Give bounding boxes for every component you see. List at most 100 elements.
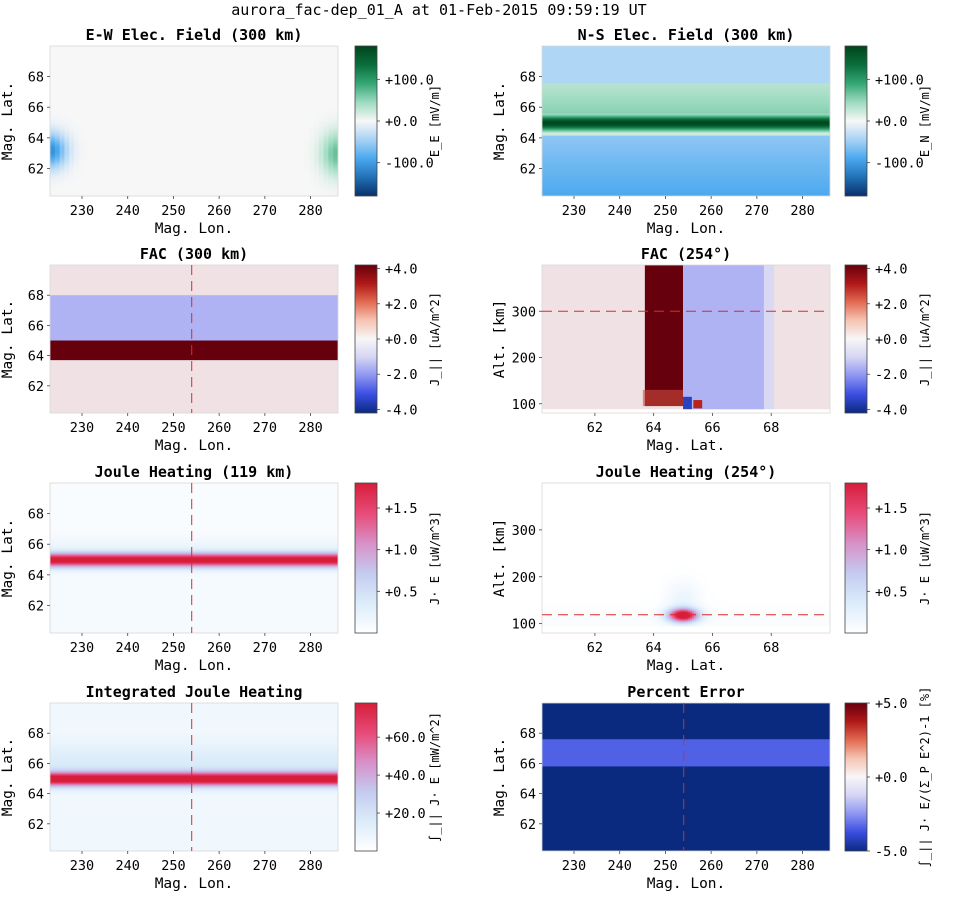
heatmap-cell [222,129,229,131]
heatmap-cell [170,136,176,138]
heatmap-cell [102,140,109,142]
heatmap-cell [88,184,94,186]
heatmap-cell [270,125,277,127]
heatmap-cell [146,151,152,153]
heatmap-cell [69,116,75,118]
heatmap-cell [270,133,277,135]
heatmap-cell [318,114,325,116]
heatmap-cell [246,152,253,154]
heatmap-cell [146,160,152,162]
heatmap-cell [333,192,338,194]
heatmap-cell [261,143,267,145]
heatmap-cell [117,184,123,186]
heatmap-cell [318,128,325,130]
heatmap-cell [126,182,133,184]
heatmap-cell [112,154,118,156]
heatmap-cell [237,135,243,137]
heatmap-cell [93,173,99,175]
heatmap-cell [208,184,214,186]
heatmap-cell [323,150,329,152]
heatmap-cell [50,183,56,185]
heatmap-cell [189,165,195,167]
heatmap-cell [242,157,248,159]
heatmap-cell [227,140,233,142]
heatmap-cell [189,113,195,115]
heatmap-cell [318,151,325,153]
heatmap-cell [189,161,195,163]
heatmap-cell [50,141,56,143]
heatmap-cell [208,174,214,176]
heatmap-cell [323,133,329,135]
heatmap-cell [194,186,200,188]
heatmap-cell [131,173,137,175]
heatmap-cell [136,135,142,137]
heatmap-cell [93,143,99,145]
heatmap-cell [64,170,70,172]
heatmap-cell [117,167,123,169]
heatmap-cell [218,170,224,172]
heatmap-cell [294,144,301,146]
heatmap-cell [318,186,325,188]
heatmap-cell [189,123,195,125]
heatmap-cell [227,124,233,126]
heatmap-cell [160,136,166,138]
heatmap-cell [280,178,286,180]
heatmap-cell [59,183,65,185]
heatmap-cell [179,165,185,167]
heatmap-cell [98,178,104,180]
heatmap-cell [261,183,267,185]
heatmap-cell [299,174,305,176]
heatmap-cell [78,162,85,164]
heatmap-cell [280,130,286,132]
heatmap-cell [261,133,267,135]
heatmap-cell [266,126,272,128]
heatmap-cell [59,162,65,164]
heatmap-cell [218,178,224,180]
heatmap-cell [294,171,301,173]
heatmap-cell [256,134,262,136]
heatmap-cell [299,168,305,170]
heatmap-cell [314,167,320,169]
heatmap-cell [126,127,133,129]
heatmap-cell [198,149,205,151]
heatmap-cell [194,139,200,141]
heatmap-cell [270,142,277,144]
heatmap-cell [141,166,147,168]
heatmap-cell [304,156,310,158]
heatmap-cell [208,171,214,173]
heatmap-cell [323,128,329,130]
heatmap-cell [246,173,253,175]
heatmap-cell [198,184,205,186]
heatmap-cell [122,136,128,138]
heatmap-cell [323,167,329,169]
heatmap-cell [98,167,104,169]
heatmap-cell [333,190,338,192]
heatmap-cell [146,192,152,194]
heatmap-cell [69,121,75,123]
heatmap-cell [50,151,56,153]
heatmap-cell [218,189,224,191]
heatmap-cell [122,140,128,142]
heatmap-cell [285,120,291,122]
heatmap-cell [275,118,281,120]
heatmap-cell [246,132,253,134]
heatmap-cell [232,193,238,195]
heatmap-cell [237,143,243,145]
heatmap-cell [189,144,195,146]
heatmap-cell [256,153,262,155]
heatmap-cell [165,193,171,195]
heatmap-cell [83,164,89,166]
heatmap-cell [50,170,56,172]
heatmap-cell [208,176,214,178]
heatmap-cell [107,169,113,171]
heatmap-cell [251,115,257,117]
heatmap-cell [98,141,104,143]
heatmap-cell [304,183,310,185]
heatmap-cell [141,164,147,166]
heatmap-cell [261,141,267,143]
heatmap-cell [213,182,219,184]
heatmap-cell [314,169,320,171]
heatmap-cell [112,165,118,167]
heatmap-cell [323,119,329,121]
heatmap-cell [290,166,296,168]
